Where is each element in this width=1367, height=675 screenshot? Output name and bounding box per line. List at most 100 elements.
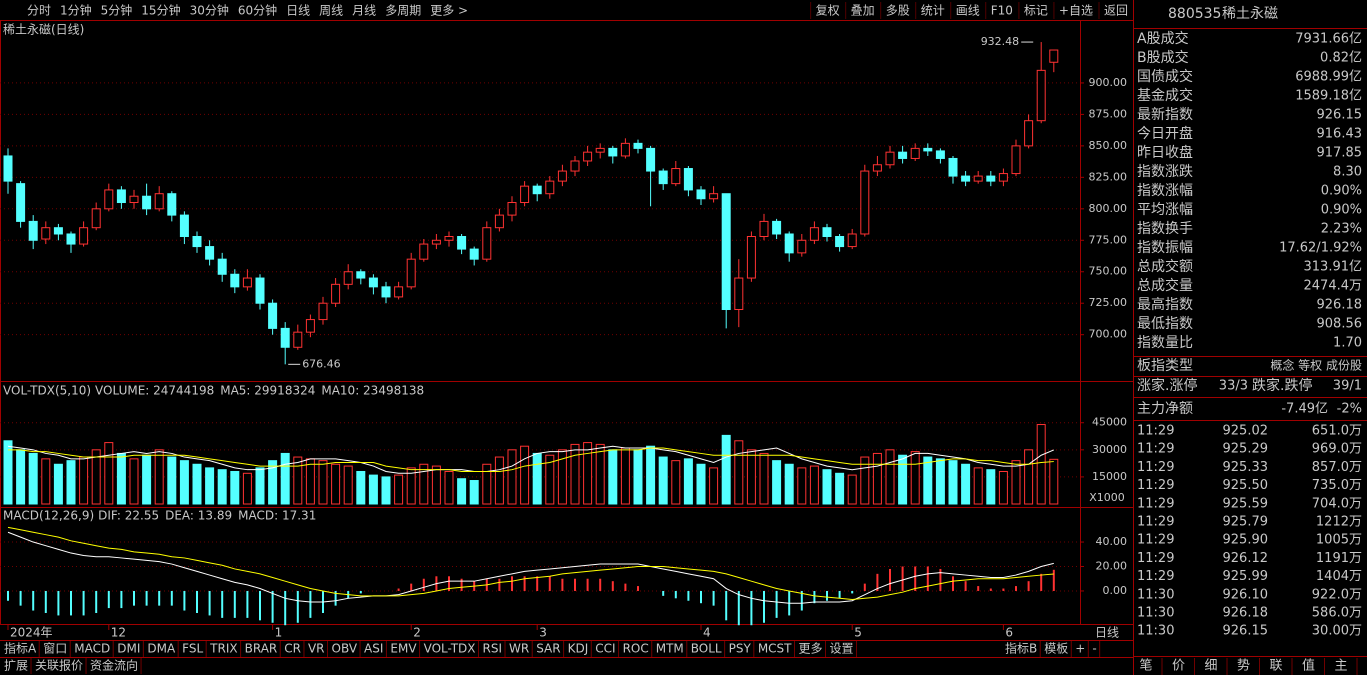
tab[interactable]: WR (509, 642, 529, 656)
tab[interactable]: BRAR (245, 642, 278, 656)
tab[interactable]: SAR (536, 642, 560, 656)
tab[interactable]: EMV (390, 642, 417, 656)
candle-body (935, 150, 945, 159)
tab[interactable]: PSY (729, 642, 752, 656)
candle-body (66, 233, 76, 245)
y-tick-label: 900.00 (1089, 76, 1128, 89)
candle-body (217, 258, 227, 275)
tab[interactable]: 更多 (799, 642, 823, 656)
tab[interactable]: 模板 (1044, 642, 1068, 656)
volume-bar (935, 458, 945, 505)
menu-item[interactable]: 日线 (286, 4, 310, 18)
tab[interactable]: 窗口 (43, 642, 67, 656)
panel-tab[interactable]: 势 (1237, 658, 1250, 674)
tab[interactable]: 指标B (1005, 641, 1037, 656)
volume-bar (3, 440, 13, 505)
volume-bar (872, 452, 882, 505)
volume-bar (910, 451, 920, 505)
tab[interactable]: - (1092, 642, 1096, 656)
tick-volume: 735.0万 (1312, 478, 1362, 493)
tab[interactable]: KDJ (568, 642, 589, 656)
tab[interactable]: ASI (364, 642, 383, 656)
panel-tab[interactable]: 联 (1269, 659, 1282, 674)
menu-item[interactable]: 30分钟 (190, 3, 229, 18)
candle-body (305, 319, 315, 333)
menu-item[interactable]: 叠加 (851, 4, 875, 18)
menu-item[interactable]: +自选 (1059, 4, 1093, 18)
candle-body (16, 183, 26, 222)
tab[interactable]: VOL-TDX (424, 642, 476, 656)
tab[interactable]: RSI (483, 642, 503, 656)
candle-body (948, 157, 958, 177)
x-tick-label: 1 (275, 626, 283, 640)
menu-item[interactable]: 返回 (1104, 4, 1128, 18)
tab[interactable]: MTM (656, 642, 684, 656)
panel-tab[interactable]: 值 (1302, 658, 1315, 674)
stat-label: 最低指数 (1137, 316, 1193, 332)
candle-body (116, 189, 126, 204)
tab[interactable]: 资金流向 (90, 658, 138, 673)
tab[interactable]: OBV (332, 642, 358, 656)
panel-tab[interactable]: 细 (1204, 659, 1217, 674)
candle-body (683, 168, 693, 191)
tab[interactable]: BOLL (691, 642, 722, 656)
tick-time: 11:30 (1137, 587, 1174, 602)
tab[interactable]: ROC (623, 642, 649, 656)
menu-item[interactable]: 分时 (27, 4, 51, 18)
volume-bar (507, 449, 517, 505)
tab[interactable]: FSL (182, 642, 203, 656)
stat-value: 6988.99亿 (1295, 70, 1362, 85)
volume-bar (772, 460, 782, 505)
menu-item[interactable]: 周线 (319, 4, 343, 18)
menu-item[interactable]: 多周期 (385, 4, 421, 18)
y-tick-label: 850.00 (1089, 139, 1128, 152)
menu-item[interactable]: 画线 (956, 4, 980, 18)
menu-item[interactable]: 5分钟 (101, 3, 133, 18)
tab[interactable]: MCST (758, 642, 792, 656)
tab[interactable]: DMI (117, 642, 140, 656)
candle-body (860, 170, 870, 235)
legend-item: MA10: 23498138 (321, 384, 424, 398)
menu-item[interactable]: 1分钟 (60, 3, 92, 18)
volume-bar (835, 472, 845, 505)
stat-value: 8.30 (1333, 165, 1362, 180)
menu-item[interactable]: 60分钟 (238, 3, 277, 18)
menu-item[interactable]: 更多 > (430, 4, 468, 18)
y-tick-label: 0.00 (1103, 584, 1128, 597)
menu-item[interactable]: 统计 (921, 4, 945, 18)
tab[interactable]: VR (308, 642, 325, 656)
candle-body (192, 236, 202, 248)
tab[interactable]: CR (284, 642, 301, 656)
tick-price: 925.59 (1223, 496, 1269, 511)
tick-price: 926.10 (1223, 587, 1269, 602)
tab[interactable]: MACD (74, 642, 110, 656)
menu-item[interactable]: 标记 (1024, 4, 1048, 18)
panel-tab[interactable]: 价 (1172, 659, 1185, 674)
candle-body (797, 239, 807, 254)
volume-bar (16, 449, 26, 505)
tab[interactable]: TRIX (209, 642, 237, 656)
tab[interactable]: + (1075, 642, 1085, 656)
menu-item[interactable]: 多股 (886, 4, 910, 18)
volume-bar (305, 458, 315, 505)
tab[interactable]: 扩展 (4, 659, 28, 673)
tab[interactable]: CCI (595, 642, 615, 656)
tab[interactable]: 设置 (830, 642, 854, 656)
volume-bar (41, 458, 51, 505)
panel-tab[interactable]: 主 (1334, 659, 1347, 674)
tab[interactable]: 指标A (4, 641, 37, 656)
candle-body (368, 277, 378, 288)
menu-item[interactable]: 月线 (352, 4, 376, 18)
stat-value: 917.85 (1317, 146, 1363, 161)
volume-bar (230, 470, 240, 505)
candle-body (570, 160, 580, 172)
tab[interactable]: 关联报价 (35, 658, 83, 673)
menu-item[interactable]: F10 (991, 4, 1013, 18)
menu-item[interactable]: 复权 (816, 4, 840, 18)
candle-body (557, 170, 567, 182)
panel-tab[interactable]: 笔 (1139, 658, 1152, 674)
volume-bar (154, 449, 164, 505)
menu-item[interactable]: 15分钟 (141, 3, 180, 18)
tab[interactable]: DMA (147, 642, 176, 656)
y-tick-label: 750.00 (1089, 265, 1128, 278)
